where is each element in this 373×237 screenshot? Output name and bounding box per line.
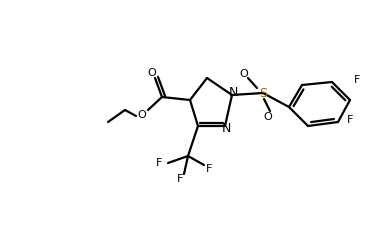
Text: O: O — [138, 110, 146, 120]
Text: O: O — [264, 112, 272, 122]
Text: F: F — [354, 75, 360, 85]
Text: F: F — [206, 164, 212, 174]
Text: S: S — [259, 87, 267, 100]
Text: O: O — [239, 69, 248, 79]
Text: F: F — [156, 158, 162, 168]
Text: F: F — [177, 174, 183, 184]
Text: F: F — [347, 115, 353, 125]
Text: N: N — [228, 86, 238, 99]
Text: N: N — [221, 123, 231, 136]
Text: O: O — [148, 68, 156, 78]
